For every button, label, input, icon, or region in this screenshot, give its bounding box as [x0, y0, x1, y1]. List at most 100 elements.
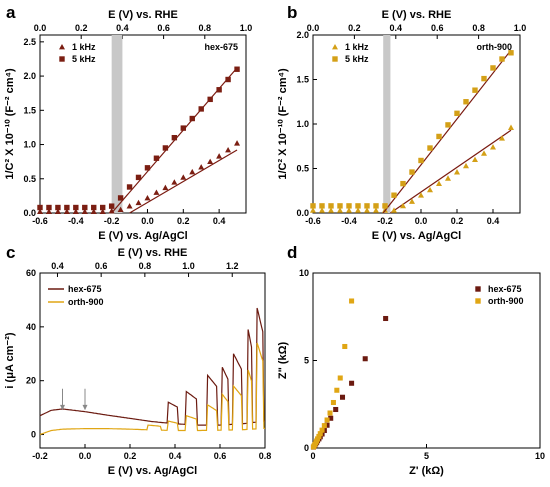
- x-tick-label: -0.6: [32, 216, 48, 226]
- arrow-head: [82, 404, 88, 411]
- y-axis-title: Z" (kΩ): [277, 342, 289, 380]
- legend-label: orth-900: [488, 296, 524, 306]
- data-point: [316, 433, 322, 439]
- data-point: [207, 96, 213, 103]
- panel-label: b: [287, 3, 297, 22]
- data-point: [373, 207, 379, 213]
- data-point: [445, 122, 451, 128]
- data-point: [409, 198, 415, 204]
- x-axis-title: E (V) vs. Ag/AgCl: [108, 465, 197, 477]
- panel-label: c: [6, 243, 15, 262]
- data-point: [463, 162, 469, 169]
- data-point: [55, 204, 61, 211]
- x2-tick-label: 1.2: [226, 261, 239, 271]
- legend-label: 5 kHz: [72, 54, 96, 64]
- x2-tick-label: 1.0: [514, 23, 527, 33]
- data-point: [427, 145, 433, 151]
- data-point: [310, 203, 316, 209]
- data-point: [59, 56, 65, 62]
- data-point: [337, 203, 343, 209]
- data-point: [334, 387, 340, 393]
- legend-label: orth-900: [68, 297, 104, 307]
- series-line: [39, 342, 266, 436]
- data-point: [82, 204, 88, 211]
- data-point: [418, 192, 424, 198]
- panel-label: a: [6, 3, 16, 22]
- y-tick-label: 60: [26, 268, 36, 278]
- x2-tick-label: 0.4: [116, 23, 129, 33]
- data-point: [135, 174, 142, 181]
- plot-frame: [39, 34, 247, 214]
- data-point: [126, 184, 133, 190]
- x-tick-label: 0.0: [141, 216, 154, 226]
- data-point: [454, 110, 460, 117]
- x-tick-label: -0.2: [377, 216, 393, 226]
- data-point: [63, 208, 70, 215]
- x-axis-title: E (V) vs. Ag/AgCl: [372, 230, 461, 242]
- fit-line: [382, 49, 512, 214]
- x2-tick-label: 0.6: [157, 23, 170, 33]
- data-point: [337, 207, 343, 213]
- data-point: [234, 140, 241, 146]
- data-point: [330, 399, 336, 406]
- x2-axis-title: E (V) vs. RHE: [108, 9, 178, 21]
- data-point: [317, 431, 323, 437]
- x-axis-title: Z' (kΩ): [409, 465, 444, 477]
- x2-tick-label: 1.0: [240, 23, 253, 33]
- x-tick-label: 0.2: [124, 451, 137, 461]
- data-point: [346, 207, 352, 213]
- data-point: [207, 158, 214, 165]
- y-tick-label: 20: [26, 376, 36, 386]
- panel-annotation: hex-675: [204, 42, 238, 52]
- data-point: [373, 203, 379, 209]
- data-point: [481, 150, 487, 156]
- x2-tick-label: 0.6: [95, 261, 108, 271]
- x2-tick-label: 0.2: [75, 23, 88, 33]
- y-tick-label: 10: [299, 268, 309, 278]
- y-tick-label: 0: [304, 443, 309, 453]
- data-point: [37, 204, 43, 211]
- data-point: [321, 423, 327, 429]
- data-point: [81, 208, 88, 215]
- data-point: [37, 208, 43, 215]
- data-point: [391, 207, 397, 213]
- x2-tick-label: 0.8: [139, 261, 152, 271]
- data-point: [400, 180, 406, 187]
- data-point: [332, 44, 338, 50]
- data-point: [189, 168, 196, 175]
- data-point: [117, 206, 124, 212]
- data-point: [355, 207, 361, 213]
- x-axis-title: E (V) vs. Ag/AgCl: [98, 230, 187, 242]
- y-tick-label: 2.0: [296, 30, 309, 40]
- data-point: [490, 65, 496, 71]
- x-tick-label: 0.4: [213, 216, 226, 226]
- data-point: [342, 343, 348, 350]
- data-point: [475, 286, 481, 292]
- x-tick-label: 0.6: [214, 451, 227, 461]
- data-point: [171, 179, 178, 185]
- data-point: [225, 147, 232, 153]
- y-tick-label: 1.5: [23, 105, 36, 115]
- data-point: [64, 204, 70, 211]
- legend-label: 1 kHz: [72, 42, 96, 52]
- data-point: [499, 56, 505, 62]
- x-tick-label: 0.0: [415, 216, 428, 226]
- data-point: [91, 204, 97, 211]
- data-point: [475, 298, 481, 304]
- shaded-region: [111, 35, 123, 213]
- data-point: [319, 203, 325, 209]
- x-tick-label: -0.6: [305, 216, 321, 226]
- x2-tick-label: 0.8: [199, 23, 212, 33]
- x-tick-label: 5: [424, 451, 429, 461]
- data-point: [332, 56, 338, 62]
- data-point: [216, 87, 222, 93]
- x-tick-label: -0.4: [341, 216, 357, 226]
- x2-tick-label: 0.4: [390, 23, 403, 33]
- data-point: [99, 204, 106, 211]
- x-tick-label: 0.2: [451, 216, 464, 226]
- data-point: [339, 394, 346, 400]
- data-point: [400, 202, 406, 209]
- series-line: [39, 307, 266, 426]
- data-point: [445, 175, 451, 181]
- y-axis-title: 1/C² X 10⁻¹⁰ (F⁻² cm⁴): [277, 68, 289, 180]
